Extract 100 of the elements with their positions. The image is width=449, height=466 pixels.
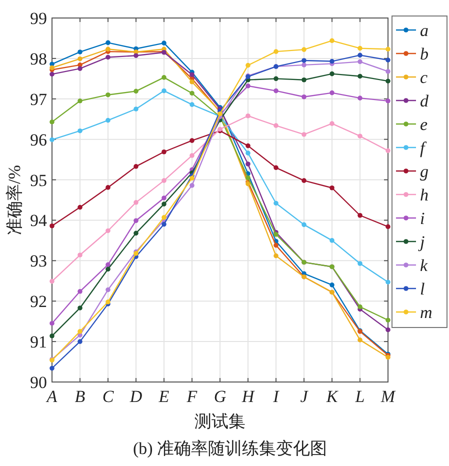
point	[134, 230, 138, 236]
point	[50, 366, 54, 371]
point	[190, 80, 194, 84]
legend-label: h	[420, 186, 428, 204]
point	[358, 74, 362, 79]
point	[386, 280, 390, 284]
point	[386, 224, 390, 230]
point	[330, 58, 334, 64]
point	[358, 52, 362, 58]
point	[162, 196, 166, 200]
point	[302, 58, 306, 63]
point	[78, 204, 82, 210]
legend-label: c	[420, 68, 428, 87]
x-tick-label: C	[102, 387, 114, 406]
point	[302, 47, 306, 52]
point	[162, 222, 166, 227]
point	[302, 132, 306, 137]
point	[358, 134, 362, 138]
point	[134, 200, 138, 205]
point	[302, 62, 306, 68]
point	[358, 96, 362, 100]
legend-label: m	[420, 303, 432, 322]
y-tick-label: 95	[30, 170, 47, 190]
point	[78, 289, 82, 294]
x-tick-label: D	[128, 387, 143, 406]
x-tick-label: F	[186, 387, 198, 406]
point	[190, 176, 194, 181]
point	[190, 90, 194, 96]
point	[274, 49, 278, 54]
legend-label: b	[420, 44, 428, 64]
point	[358, 338, 362, 342]
point	[386, 327, 390, 332]
point	[162, 178, 166, 183]
point	[386, 68, 390, 74]
point	[78, 56, 82, 62]
point	[78, 339, 82, 344]
point	[190, 183, 194, 188]
point	[162, 40, 166, 46]
x-tick-label: E	[158, 387, 170, 406]
point	[162, 88, 166, 94]
y-axis-title: 准确率/%	[5, 165, 24, 235]
y-tick-label: 99	[30, 9, 47, 28]
point	[302, 178, 306, 183]
point	[274, 253, 278, 258]
point	[78, 128, 82, 134]
legend-label: e	[420, 115, 428, 134]
x-tick-label: K	[325, 387, 340, 406]
point	[190, 138, 194, 143]
x-tick-label: L	[354, 387, 365, 406]
point	[106, 185, 110, 190]
point	[78, 306, 82, 310]
point	[330, 238, 334, 243]
point	[50, 333, 54, 338]
point	[358, 59, 362, 64]
point	[78, 50, 82, 54]
y-tick-label: 91	[30, 332, 47, 352]
point	[246, 150, 250, 156]
legend-label: i	[420, 209, 425, 228]
point	[274, 200, 278, 206]
x-tick-label: I	[272, 387, 280, 406]
y-tick-label: 98	[30, 49, 47, 68]
point	[50, 72, 54, 77]
point	[78, 252, 82, 258]
point	[330, 71, 334, 76]
legend-label: g	[420, 162, 428, 181]
point	[50, 223, 54, 228]
point	[190, 72, 194, 78]
point	[246, 62, 250, 68]
point	[274, 165, 278, 170]
point	[386, 78, 390, 84]
point	[106, 262, 110, 268]
point	[386, 148, 390, 154]
legend-label: l	[420, 280, 425, 298]
point	[134, 88, 138, 94]
point	[274, 88, 278, 94]
point	[162, 214, 166, 220]
y-tick-label: 96	[30, 130, 47, 150]
y-tick-label: 94	[30, 211, 48, 230]
point	[358, 212, 362, 218]
point	[162, 75, 166, 80]
point	[274, 123, 278, 128]
point	[106, 54, 110, 60]
point	[50, 120, 54, 124]
point	[358, 261, 362, 266]
point	[358, 304, 362, 310]
point	[246, 175, 250, 180]
point	[162, 149, 166, 154]
point	[386, 98, 390, 104]
point	[274, 76, 278, 82]
point	[330, 38, 334, 44]
point	[246, 113, 250, 118]
point	[50, 137, 54, 142]
legend-label: j	[418, 232, 425, 252]
legend-label: k	[420, 256, 428, 275]
point	[106, 40, 110, 46]
point	[302, 77, 306, 82]
point	[330, 90, 334, 96]
point	[134, 164, 138, 169]
point	[386, 318, 390, 323]
point	[134, 218, 138, 224]
